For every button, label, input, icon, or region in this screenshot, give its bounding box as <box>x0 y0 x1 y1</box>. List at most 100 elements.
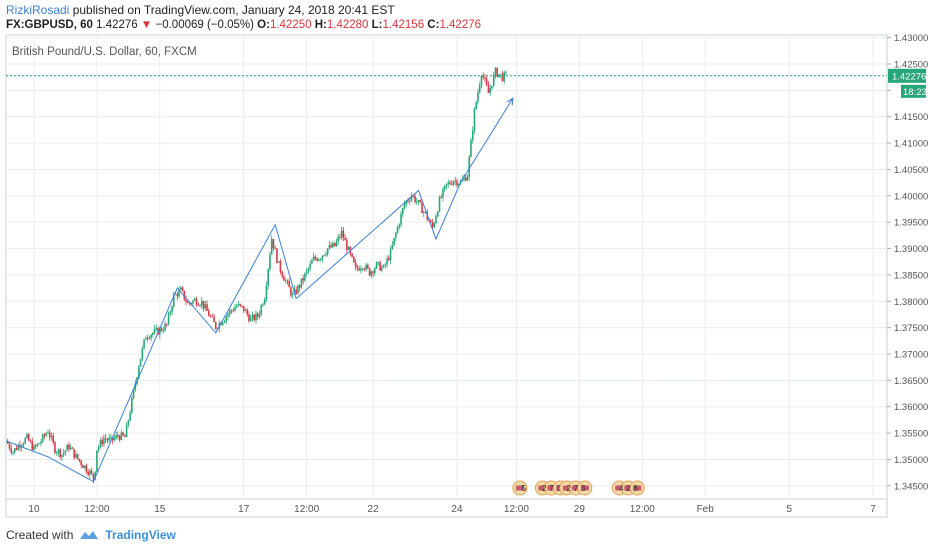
time-tick-label: 12:00 <box>294 504 319 515</box>
candle-up <box>139 358 142 367</box>
candle-up <box>438 197 441 212</box>
candle-up <box>110 436 112 438</box>
candle-up <box>155 327 158 329</box>
candle-up <box>33 445 35 450</box>
trendline[interactable] <box>5 98 514 483</box>
candle-up <box>150 334 152 339</box>
candle-up <box>304 273 306 281</box>
price-tag-text: 1.42276 <box>892 71 926 82</box>
created-with-text: Created with <box>6 528 74 542</box>
candle-down <box>316 258 318 261</box>
candle-up <box>470 139 472 157</box>
candle-down <box>73 448 75 458</box>
time-tick-label: 12:00 <box>630 504 655 515</box>
candle-up <box>129 412 131 421</box>
candle-up <box>153 328 156 333</box>
time-tick-label: 5 <box>786 504 792 515</box>
candle-down <box>276 248 278 263</box>
candle-up <box>436 211 439 217</box>
candle-up <box>64 450 67 453</box>
candle-up <box>267 269 270 286</box>
low-label: L: <box>371 19 383 31</box>
candle-down <box>209 316 212 317</box>
candle-up <box>36 443 39 447</box>
open-label: O: <box>257 19 270 31</box>
candle-down <box>342 230 345 239</box>
candle-up <box>225 316 228 322</box>
price-axis[interactable]: 1.34500 1.35000 1.35500 1.36000 1.36500 1.370… <box>887 33 928 492</box>
candle-up <box>297 285 299 294</box>
flag-event-badge <box>571 485 580 491</box>
candle-up <box>255 313 257 321</box>
candle-down <box>71 447 74 449</box>
last-price: 1.42276 <box>96 19 138 31</box>
candle-up <box>22 443 25 446</box>
candle-up <box>277 261 280 263</box>
candle-up <box>489 88 492 93</box>
candle-up <box>307 268 310 271</box>
candle-up <box>300 278 303 288</box>
candle-down <box>122 432 124 436</box>
candle-up <box>199 305 201 307</box>
candle-up <box>62 452 65 455</box>
candle-up <box>143 339 145 349</box>
candle-down <box>440 197 443 199</box>
footer: Created with TradingView <box>6 528 176 542</box>
candle-down <box>290 287 292 296</box>
candle-up <box>269 254 271 270</box>
candle-up <box>499 74 502 76</box>
flag-event-badge <box>580 485 589 491</box>
candle-up <box>435 216 437 224</box>
candle-up <box>221 322 224 325</box>
candle-down <box>368 268 371 276</box>
candle-down <box>379 262 381 271</box>
time-tick-label: 17 <box>238 504 250 515</box>
candle-up <box>326 248 329 254</box>
candle-up <box>265 285 268 300</box>
candle-down <box>484 77 486 79</box>
candle-up <box>227 314 229 317</box>
time-tick-label: 12:00 <box>84 504 109 515</box>
candle-up <box>17 445 20 450</box>
candle-down <box>242 306 245 312</box>
price-tick-label: 1.35000 <box>894 455 928 466</box>
candle-up <box>97 446 100 451</box>
candle-down <box>80 460 82 466</box>
candle-down <box>456 180 458 186</box>
author-link[interactable]: RizkiRosadi <box>6 3 70 17</box>
candle-down <box>54 442 56 453</box>
candle-up <box>311 260 313 264</box>
candle-down <box>106 439 109 441</box>
candle-up <box>415 201 418 203</box>
candle-up <box>365 264 367 270</box>
candle-down <box>286 280 289 282</box>
candle-up <box>328 245 331 249</box>
flag-event-badge <box>547 485 556 491</box>
economic-events[interactable]: 5 2 7 3 2 7 3 4 2 8 <box>512 480 645 496</box>
candle-up <box>384 264 387 266</box>
candle-up <box>26 434 28 439</box>
candle-down <box>346 240 348 250</box>
candle-up <box>75 454 77 458</box>
chart-frame <box>5 34 888 518</box>
candle-up <box>417 200 420 202</box>
candle-up <box>99 440 102 447</box>
candle-up <box>173 293 175 307</box>
time-tick-label: 15 <box>154 504 166 515</box>
candle-up <box>89 470 91 475</box>
candle-up <box>115 434 117 438</box>
candle-up <box>466 176 469 181</box>
event-count-label: 5 <box>522 483 527 493</box>
candle-down <box>424 211 427 213</box>
candle-down <box>207 310 210 317</box>
time-axis[interactable]: 10 12:00 15 17 12:00 22 24 12:00 29 12:00 Feb 5 7 <box>28 504 876 515</box>
price-tick-label: 1.41000 <box>894 139 928 150</box>
trendline-drawing[interactable] <box>5 97 514 483</box>
candle-down <box>104 438 107 440</box>
candle-down <box>118 436 121 440</box>
candle-down <box>195 298 198 305</box>
candle-up <box>57 449 60 453</box>
candle-up <box>263 299 266 305</box>
tradingview-brand[interactable]: TradingView <box>105 528 176 542</box>
